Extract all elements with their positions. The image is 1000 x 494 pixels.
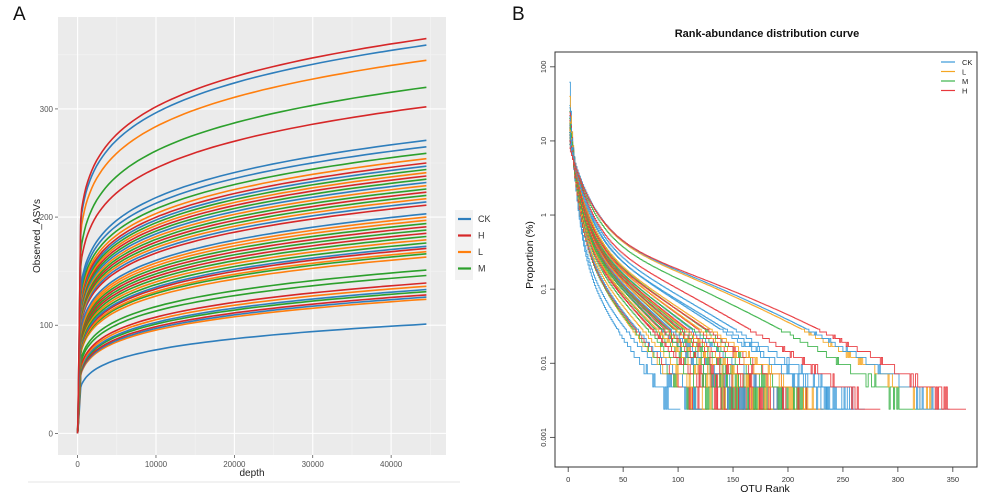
y-axis-title: Proportion (%) [524,221,536,289]
series-line-ck [569,137,865,410]
series-lines [569,81,966,410]
x-tick-label: 150 [727,475,740,484]
series-line-l [76,157,427,434]
legend-label-h: H [478,231,485,241]
legend: CK HLM [455,210,491,280]
rank-abundance-chart: Rank-abundance distribution curve 100101… [524,28,978,494]
series-line-m [76,152,427,434]
series-line-m [76,274,427,434]
x-tick-label: 250 [837,475,850,484]
series-line-m [76,86,427,434]
x-tick-label: 200 [782,475,795,484]
x-tick-label: 50 [619,475,627,484]
series-line-m [569,123,766,410]
x-tick-label: 350 [947,475,960,484]
y-tick-label: 1 [539,213,548,217]
legend-label-ck: CK [962,58,972,67]
legend-label-h: H [962,87,967,96]
y-tick-label: 100 [40,321,54,330]
series-line-l [569,137,813,410]
legend-label-ck: CK [478,214,491,224]
legend-label-l: L [478,247,483,257]
series-line-h [569,134,780,410]
x-tick-label: 0 [75,460,80,469]
y-axis: 100 10 1 0.1 0.01 0.001 [539,61,555,447]
y-tick-label: 0 [49,429,54,438]
chart-title: Rank-abundance distribution curve [675,28,860,40]
series-line-h [76,282,427,434]
plot-box [554,51,978,468]
series-line-ck [76,44,427,434]
x-axis-title: OTU Rank [740,483,790,494]
series-line-ck [569,81,681,410]
x-axis-title: depth [239,468,264,479]
y-tick-label: 200 [40,213,54,222]
series-line-h [76,37,427,434]
series-line-h [569,140,881,410]
x-tick-label: 100 [672,475,685,484]
series-line-ck [76,213,427,434]
series-line-h [569,134,791,410]
legend-key-background [455,210,473,280]
series-line-ck [76,146,427,434]
series-line-ck [76,288,427,434]
series-line-ck [569,105,701,410]
panel-b-label: B [512,4,525,25]
x-tick-label: 300 [892,475,905,484]
series-line-m [569,143,920,410]
series-line-l [569,137,829,410]
x-tick-label: 40000 [380,460,403,469]
series-line-h [569,147,966,410]
panel-a-label: A [13,4,26,25]
series-line-ck [76,139,427,434]
y-axis-title: Observed_ASVs [32,199,43,273]
x-tick-label: 10000 [145,460,168,469]
rarefaction-chart: 0 100 200 300 0 10000 20000 30000 40000 depth O… [28,17,491,483]
x-tick-label: 30000 [302,460,325,469]
y-axis: 0 100 200 300 [40,105,58,438]
y-tick-label: 0.1 [539,284,548,294]
y-tick-label: 0.001 [539,428,548,447]
series-line-h [76,106,427,434]
series-line-l [76,59,427,434]
series-line-h [76,294,427,434]
legend-label-l: L [962,68,966,77]
x-tick-label: 0 [566,475,570,484]
legend-label-m: M [478,264,486,274]
series-line-h [569,125,733,410]
x-axis: 0 10000 20000 30000 40000 [75,455,403,469]
x-axis: 0 50 100 150 200 250 300 350 [566,467,959,484]
y-tick-label: 0.01 [539,356,548,371]
series-line-m [76,269,427,434]
series-line-ck [76,323,427,434]
y-tick-label: 100 [539,61,548,74]
series-lines [76,37,427,434]
y-tick-label: 300 [40,105,54,114]
legend-label-m: M [962,77,968,86]
x-tick-label: 20000 [223,460,246,469]
plot-panel-background [58,17,446,455]
y-tick-label: 10 [539,137,548,145]
